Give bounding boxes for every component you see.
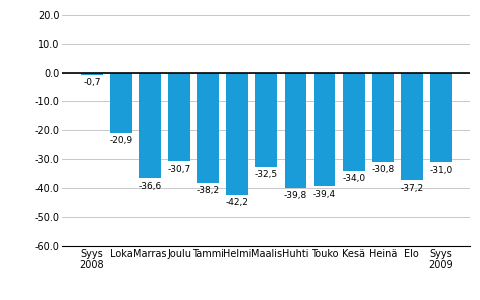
- Bar: [168, 73, 190, 161]
- Text: -39,8: -39,8: [284, 191, 307, 200]
- Bar: [313, 73, 336, 187]
- Bar: [227, 73, 248, 195]
- Text: -31,0: -31,0: [429, 166, 453, 175]
- Text: -38,2: -38,2: [197, 187, 220, 196]
- Text: -30,7: -30,7: [168, 165, 191, 174]
- Text: -42,2: -42,2: [226, 198, 249, 207]
- Text: -39,4: -39,4: [313, 190, 336, 199]
- Bar: [255, 73, 277, 166]
- Bar: [372, 73, 394, 162]
- Bar: [343, 73, 365, 171]
- Text: -37,2: -37,2: [400, 184, 423, 193]
- Bar: [81, 73, 103, 75]
- Bar: [139, 73, 161, 178]
- Bar: [110, 73, 132, 133]
- Text: -20,9: -20,9: [109, 136, 132, 146]
- Text: -32,5: -32,5: [255, 170, 278, 179]
- Bar: [401, 73, 423, 180]
- Bar: [285, 73, 306, 188]
- Text: -30,8: -30,8: [371, 165, 395, 174]
- Text: -36,6: -36,6: [138, 182, 162, 191]
- Bar: [197, 73, 219, 183]
- Bar: [430, 73, 452, 162]
- Text: -0,7: -0,7: [83, 78, 101, 87]
- Text: -34,0: -34,0: [342, 174, 365, 183]
